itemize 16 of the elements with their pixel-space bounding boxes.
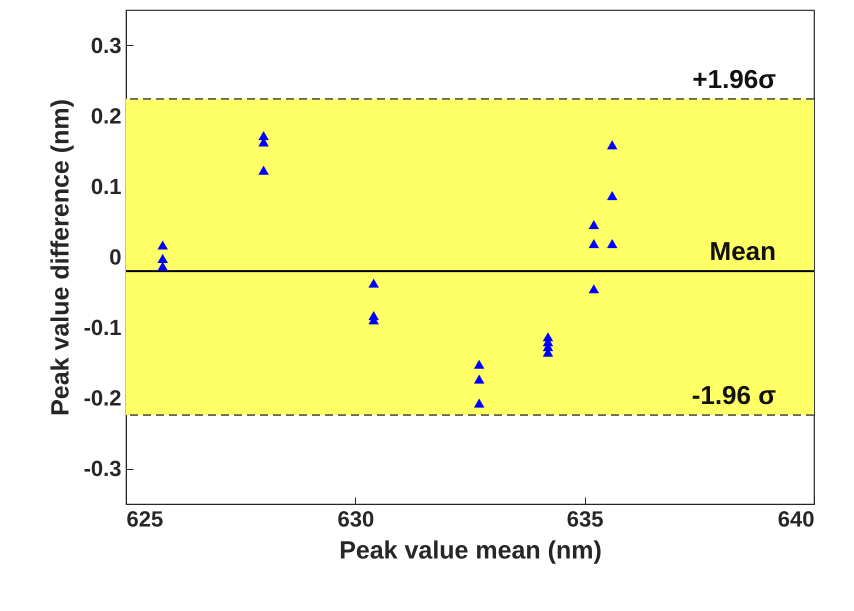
y-tick-label: 0.3 bbox=[90, 32, 122, 58]
x-tick-label: 635 bbox=[566, 506, 604, 532]
y-axis-title: Peak value difference (nm) bbox=[46, 99, 75, 416]
y-tick-label: 0.1 bbox=[90, 174, 122, 199]
x-tick-label: 640 bbox=[778, 506, 814, 532]
x-tick-label: 630 bbox=[337, 506, 374, 532]
ref-line-label: -1.96 σ bbox=[692, 380, 776, 410]
x-tick-label: 625 bbox=[126, 506, 164, 532]
y-tick-label: -0.3 bbox=[84, 456, 122, 482]
y-tick-label: -0.2 bbox=[84, 386, 122, 411]
y-tick-label: -0.1 bbox=[84, 315, 122, 340]
y-tick-label: 0 bbox=[109, 244, 122, 270]
y-tick-label: 0.2 bbox=[90, 103, 122, 128]
ref-line-label: Mean bbox=[710, 236, 776, 266]
x-axis-title: Peak value mean (nm) bbox=[339, 536, 602, 564]
ref-line-label: +1.96σ bbox=[692, 64, 776, 94]
